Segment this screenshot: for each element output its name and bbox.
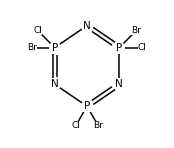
Text: Cl: Cl: [33, 26, 42, 35]
Text: N: N: [115, 79, 123, 89]
Text: N: N: [83, 21, 91, 31]
Text: P: P: [52, 43, 58, 53]
Text: P: P: [84, 101, 90, 111]
Text: Br: Br: [93, 121, 103, 130]
Text: Br: Br: [27, 43, 37, 52]
Text: P: P: [116, 43, 122, 53]
Text: Br: Br: [131, 26, 141, 35]
Text: Cl: Cl: [72, 121, 80, 130]
Text: Cl: Cl: [137, 43, 146, 52]
Text: N: N: [51, 79, 59, 89]
